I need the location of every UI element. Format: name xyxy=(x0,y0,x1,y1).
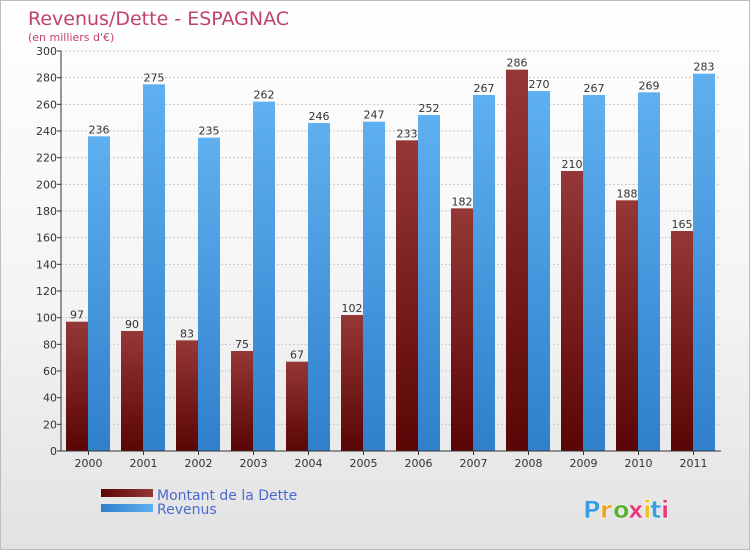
x-tick-label: 2003 xyxy=(240,457,268,470)
logo-letter: i xyxy=(643,496,651,524)
y-tick-label: 120 xyxy=(36,285,57,298)
x-tick-label: 2011 xyxy=(680,457,708,470)
value-label-debt: 97 xyxy=(70,309,84,322)
y-tick-label: 100 xyxy=(36,312,57,325)
value-label-debt: 188 xyxy=(617,187,638,200)
bar-revenus xyxy=(363,121,385,452)
legend-label-revenus: Revenus xyxy=(157,502,217,518)
bar-revenus xyxy=(143,84,165,451)
y-tick-label: 200 xyxy=(36,178,57,191)
y-tick-label: 280 xyxy=(36,72,57,85)
bar-debt xyxy=(561,171,583,451)
bar-revenus xyxy=(418,115,440,451)
value-label-revenus: 267 xyxy=(474,82,495,95)
y-tick-label: 40 xyxy=(43,392,57,405)
logo-letter: P xyxy=(583,496,601,524)
x-tick-label: 2010 xyxy=(625,457,653,470)
bar-revenus xyxy=(253,101,275,452)
value-label-debt: 233 xyxy=(397,127,418,140)
y-axis-ticks: 0 20 40 60 80 100 120 140 160 180 200 220 240 260 280 3… xyxy=(36,45,61,458)
logo-letter: x xyxy=(628,496,644,524)
bar-debt xyxy=(66,321,88,451)
x-tick-label: 2008 xyxy=(515,457,543,470)
value-label-debt: 286 xyxy=(507,57,528,70)
logo-letter: o xyxy=(613,496,630,524)
chart-title: Revenus/Dette - ESPAGNAC xyxy=(28,8,289,30)
value-label-revenus: 246 xyxy=(309,110,330,123)
y-tick-label: 260 xyxy=(36,98,57,111)
bar-revenus xyxy=(473,95,495,451)
logo-letter: i xyxy=(661,496,669,524)
y-tick-label: 60 xyxy=(43,365,57,378)
legend-label-debt: Montant de la Dette xyxy=(157,488,297,504)
y-tick-label: 180 xyxy=(36,205,57,218)
bar-revenus xyxy=(583,95,605,451)
bar-revenus xyxy=(308,123,330,451)
bars xyxy=(66,69,715,452)
value-label-debt: 165 xyxy=(672,218,693,231)
value-label-revenus: 275 xyxy=(144,71,165,84)
value-label-debt: 83 xyxy=(180,327,194,340)
bar-revenus xyxy=(528,91,550,451)
y-tick-label: 240 xyxy=(36,125,57,138)
x-tick-label: 2007 xyxy=(460,457,488,470)
value-label-revenus: 269 xyxy=(639,79,660,92)
y-tick-label: 20 xyxy=(43,418,57,431)
bar-revenus xyxy=(88,136,110,452)
bar-debt xyxy=(616,200,638,451)
bar-revenus xyxy=(638,92,660,451)
x-tick-label: 2001 xyxy=(130,457,158,470)
y-tick-label: 220 xyxy=(36,152,57,165)
bar-revenus xyxy=(198,137,220,451)
y-tick-label: 300 xyxy=(36,45,57,58)
y-tick-label: 0 xyxy=(50,445,57,458)
value-label-revenus: 235 xyxy=(199,125,220,138)
x-tick-label: 2004 xyxy=(295,457,323,470)
x-tick-label: 2006 xyxy=(405,457,433,470)
x-axis-ticks: 2000 2001 2002 2003 2004 2005 2006 2007 2008 2009… xyxy=(75,451,708,470)
chart-subtitle: (en milliers d'€) xyxy=(28,31,114,44)
bar-debt xyxy=(451,208,473,451)
value-label-debt: 90 xyxy=(125,318,139,331)
legend-swatch-revenus xyxy=(101,504,153,512)
bar-debt xyxy=(231,351,253,451)
value-label-debt: 182 xyxy=(452,195,473,208)
y-tick-label: 160 xyxy=(36,232,57,245)
bar-debt xyxy=(506,69,528,452)
value-label-debt: 75 xyxy=(235,338,249,351)
bar-debt xyxy=(121,331,143,451)
bar-debt xyxy=(286,361,308,451)
legend-swatch-debt xyxy=(101,489,153,497)
y-tick-label: 140 xyxy=(36,258,57,271)
value-label-revenus: 247 xyxy=(364,109,385,122)
x-tick-label: 2002 xyxy=(185,457,213,470)
bar-debt xyxy=(396,140,418,452)
bar-debt xyxy=(671,231,693,451)
bar-debt xyxy=(176,340,198,451)
value-label-revenus: 270 xyxy=(529,78,550,91)
legend: Montant de la Dette Revenus xyxy=(101,488,297,518)
logo-letter: t xyxy=(650,496,661,524)
bar-debt xyxy=(341,315,363,451)
value-label-revenus: 262 xyxy=(254,89,275,102)
value-label-revenus: 267 xyxy=(584,82,605,95)
x-tick-label: 2000 xyxy=(75,457,103,470)
bar-revenus xyxy=(693,73,715,452)
logo-letter: r xyxy=(600,496,612,524)
x-tick-label: 2009 xyxy=(570,457,598,470)
y-tick-label: 80 xyxy=(43,338,57,351)
value-label-debt: 67 xyxy=(290,349,304,362)
value-label-revenus: 252 xyxy=(419,102,440,115)
value-label-debt: 210 xyxy=(562,158,583,171)
value-label-debt: 102 xyxy=(342,302,363,315)
value-label-revenus: 236 xyxy=(89,123,110,136)
grid-lines xyxy=(61,50,721,425)
value-label-revenus: 283 xyxy=(694,61,715,74)
x-tick-label: 2005 xyxy=(350,457,378,470)
